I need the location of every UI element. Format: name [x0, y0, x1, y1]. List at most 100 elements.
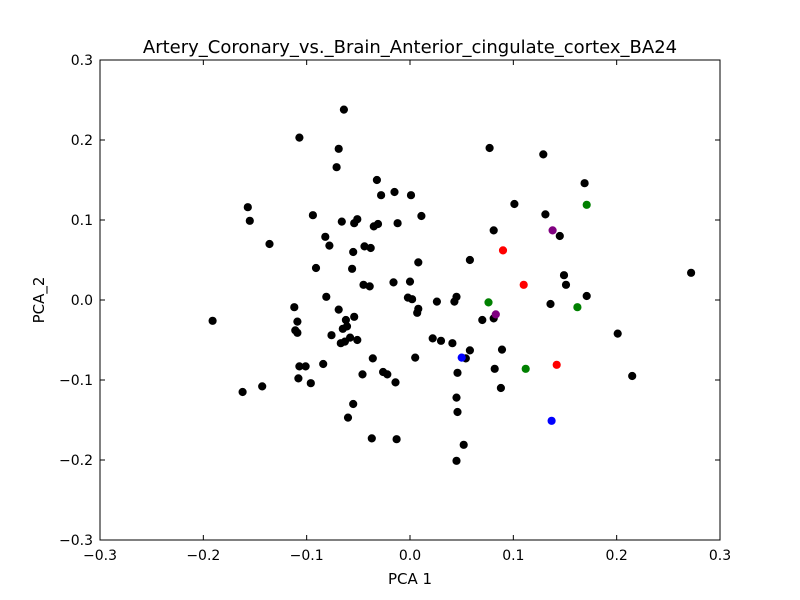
y-tick-label: −0.1	[59, 373, 93, 389]
data-point	[238, 387, 247, 397]
data-point	[541, 210, 550, 219]
data-point	[245, 216, 254, 225]
data-point	[687, 268, 696, 277]
data-point	[389, 278, 398, 287]
data-point	[413, 308, 422, 317]
x-tick-label: −0.3	[83, 548, 117, 564]
y-tick-label: 0.0	[71, 293, 93, 309]
data-point	[453, 368, 462, 377]
data-point	[484, 298, 493, 307]
data-point	[548, 226, 557, 235]
data-point	[306, 379, 315, 388]
data-point	[547, 416, 556, 425]
data-point	[582, 291, 591, 301]
data-points	[208, 105, 696, 465]
data-point	[321, 232, 330, 241]
x-axis-label: PCA 1	[388, 570, 432, 588]
data-point	[243, 203, 252, 212]
x-tick-label: 0.1	[502, 548, 524, 564]
data-point	[353, 335, 362, 345]
data-point	[391, 378, 400, 387]
data-point	[432, 297, 441, 306]
data-point	[334, 144, 343, 153]
data-point	[573, 303, 582, 312]
data-point	[327, 331, 336, 340]
data-point	[408, 295, 417, 304]
x-tick-label: 0.3	[709, 548, 731, 564]
data-point	[491, 310, 500, 319]
data-point	[390, 187, 399, 197]
data-point	[372, 175, 381, 185]
data-point	[417, 211, 426, 221]
data-point	[436, 336, 446, 345]
data-point	[368, 354, 377, 363]
y-tick-label: 0.3	[71, 53, 93, 69]
data-point	[521, 364, 530, 373]
data-point	[350, 219, 359, 228]
data-point	[559, 271, 569, 280]
data-point	[459, 440, 468, 449]
data-point	[457, 353, 466, 362]
data-point	[580, 179, 589, 188]
data-point	[339, 105, 348, 114]
data-point	[448, 339, 457, 348]
data-point	[350, 312, 359, 321]
data-point	[369, 222, 378, 231]
data-point	[319, 359, 328, 369]
data-point	[377, 191, 386, 200]
y-tick-label: −0.3	[59, 533, 93, 549]
data-point	[453, 407, 462, 417]
data-point	[582, 200, 591, 209]
data-point	[411, 353, 420, 362]
data-point	[337, 217, 346, 226]
data-point	[414, 258, 423, 267]
data-point	[555, 231, 564, 241]
axis-ticks: −0.3 −0.2 −0.1 0.0 0.1 0.2 0.3 −0.3 −0.2 −0.1 0.0 0…	[59, 53, 731, 564]
data-point	[561, 280, 571, 289]
data-point	[365, 282, 374, 291]
x-tick-label: −0.1	[290, 548, 324, 564]
data-point	[428, 334, 437, 343]
data-point	[510, 199, 519, 209]
data-point	[539, 150, 548, 159]
data-point	[349, 247, 358, 257]
data-point	[613, 329, 622, 338]
data-point	[452, 393, 461, 402]
data-point	[519, 280, 528, 289]
data-point	[392, 435, 401, 444]
data-point	[366, 243, 375, 253]
data-point	[293, 328, 302, 337]
data-point	[294, 374, 303, 383]
data-point	[311, 263, 321, 273]
y-tick-label: −0.2	[59, 453, 93, 469]
data-point	[367, 434, 376, 443]
data-point	[358, 370, 367, 379]
y-axis-label: PCA_2	[30, 277, 49, 324]
data-point	[485, 143, 494, 153]
data-point	[628, 371, 637, 381]
data-point	[308, 211, 317, 220]
data-point	[489, 226, 498, 235]
data-point	[450, 297, 459, 306]
data-point	[334, 305, 343, 314]
data-point	[465, 346, 474, 355]
y-tick-label: 0.2	[71, 133, 93, 149]
data-point	[546, 299, 555, 309]
data-point	[498, 246, 508, 255]
data-point	[496, 383, 505, 393]
data-point	[338, 324, 347, 333]
data-point	[497, 345, 507, 354]
data-point	[349, 399, 358, 409]
data-point	[348, 264, 357, 273]
data-point	[295, 133, 304, 142]
x-tick-label: 0.0	[399, 548, 421, 564]
data-point	[406, 191, 416, 200]
x-tick-label: −0.2	[186, 548, 220, 564]
data-point	[258, 382, 267, 391]
data-point	[490, 364, 499, 373]
data-point	[478, 315, 487, 325]
y-tick-label: 0.1	[71, 213, 93, 229]
data-point	[405, 277, 415, 286]
data-point	[383, 370, 392, 379]
data-point	[393, 219, 402, 228]
